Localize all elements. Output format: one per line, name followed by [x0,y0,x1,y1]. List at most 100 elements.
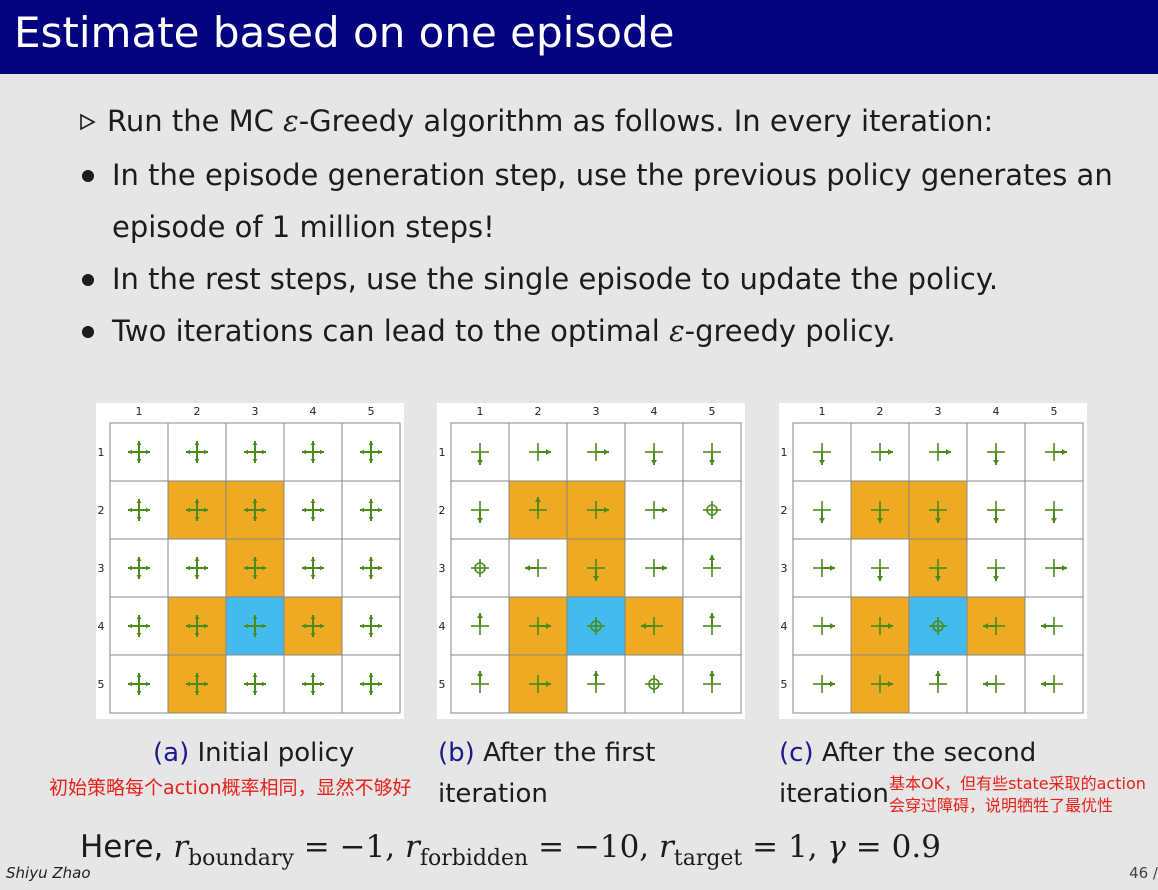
arrowhead-left [244,623,248,629]
policy-action-all [186,499,208,521]
arrowhead-down [877,576,883,581]
policy-action-down [929,501,947,523]
arrowhead-right [146,565,150,571]
arrowhead-up [310,441,316,445]
title-bar: Estimate based on one episode [0,0,1158,74]
arrowhead-right [204,623,208,629]
arrowhead-right [378,623,382,629]
arrowhead-right [320,681,324,687]
arrowhead-down [194,517,200,521]
row-label: 3 [98,562,105,575]
policy-action-up [529,497,547,519]
arrowhead-down [709,460,715,465]
bullet-3-pre: Two iterations can lead to the optimal [112,314,670,348]
arrowhead-right [262,449,266,455]
caption-c-line-2: iteration [779,779,889,809]
policy-action-right [813,675,835,693]
arrowhead-left [360,507,364,513]
footer-author: Shiyu Zhao [6,864,91,882]
policy-action-all [302,499,324,521]
policy-action-down [987,443,1005,465]
formula-gamma-value: = 0.9 [855,829,941,865]
policy-action-down [929,559,947,581]
arrowhead-down [252,459,258,463]
arrowhead-left [128,507,132,513]
arrowhead-left [1041,681,1046,687]
policy-action-all [244,441,266,463]
arrowhead-right [320,623,324,629]
arrowhead-left [186,565,190,571]
stay-circle-icon [474,562,486,574]
column-label: 2 [535,405,542,418]
policy-action-stay [929,617,947,635]
arrowhead-left [128,623,132,629]
row-label: 1 [781,446,788,459]
caption-c: (c) After the second [779,736,1036,770]
arrowhead-up [935,671,941,676]
bullet-dot [82,274,94,286]
epsilon-symbol: ε [283,104,299,138]
column-label: 1 [477,405,484,418]
column-label: 3 [593,405,600,418]
arrowhead-up [709,671,715,676]
arrowhead-up [477,613,483,618]
grid-cell [624,480,684,540]
arrowhead-down [194,633,200,637]
column-label: 1 [136,405,143,418]
arrowhead-up [310,615,316,619]
arrowhead-left [186,507,190,513]
policy-action-down [1045,501,1063,523]
bullet-3-post: -greedy policy. [684,314,896,348]
arrowhead-down [136,575,142,579]
formula-gamma: γ [827,829,846,865]
arrowhead-right [204,565,208,571]
annotation-initial-policy: 初始策略每个action概率相同，显然不够好 [49,777,412,799]
policy-action-left [983,675,1005,693]
arrowhead-right [546,449,551,455]
policy-action-right [813,617,835,635]
policy-grid-a: 1 2 3 4 5 1 2 3 4 5 [96,403,404,719]
policy-action-down [587,559,605,581]
policy-grid-c: 1 2 3 4 5 1 2 3 4 5 [779,403,1087,719]
arrowhead-up [368,673,374,677]
bullet-2-line-1: In the rest steps, use the single episod… [112,262,999,296]
policy-action-left [525,559,547,577]
arrowhead-left [244,565,248,571]
row-label: 4 [439,620,446,633]
caption-a-text: Initial policy [197,738,355,768]
row-label: 1 [98,446,105,459]
policy-action-all [244,499,266,521]
arrowhead-down [310,691,316,695]
arrowhead-right [146,681,150,687]
policy-action-down [871,559,889,581]
arrowhead-down [252,517,258,521]
formula-r: r [659,829,674,865]
policy-action-all [186,673,208,695]
policy-grid-b: 1 2 3 4 5 1 2 3 4 5 [437,403,745,719]
arrowhead-down [993,518,999,523]
arrowhead-down [935,518,941,523]
column-label: 4 [993,405,1000,418]
arrowhead-left [360,565,364,571]
arrowhead-down [1051,518,1057,523]
policy-action-all [302,441,324,463]
triangle-bullet-icon [80,113,96,131]
arrowhead-left [244,681,248,687]
policy-action-down [813,501,831,523]
policy-action-left [983,617,1005,635]
arrowhead-left [302,681,306,687]
arrowhead-right [262,507,266,513]
arrowhead-right [146,507,150,513]
policy-action-right [871,443,893,461]
formula-forbidden-value: = −10, [538,829,650,865]
arrowhead-down [310,517,316,521]
arrowhead-right [320,507,324,513]
arrowhead-right [1062,449,1067,455]
policy-action-right [587,443,609,461]
policy-action-down [987,559,1005,581]
arrowhead-down [252,633,258,637]
footer-page-number: 46 / [1129,864,1158,882]
policy-action-left [641,617,663,635]
caption-b-line-2: iteration [438,779,548,809]
policy-action-down [471,443,489,465]
